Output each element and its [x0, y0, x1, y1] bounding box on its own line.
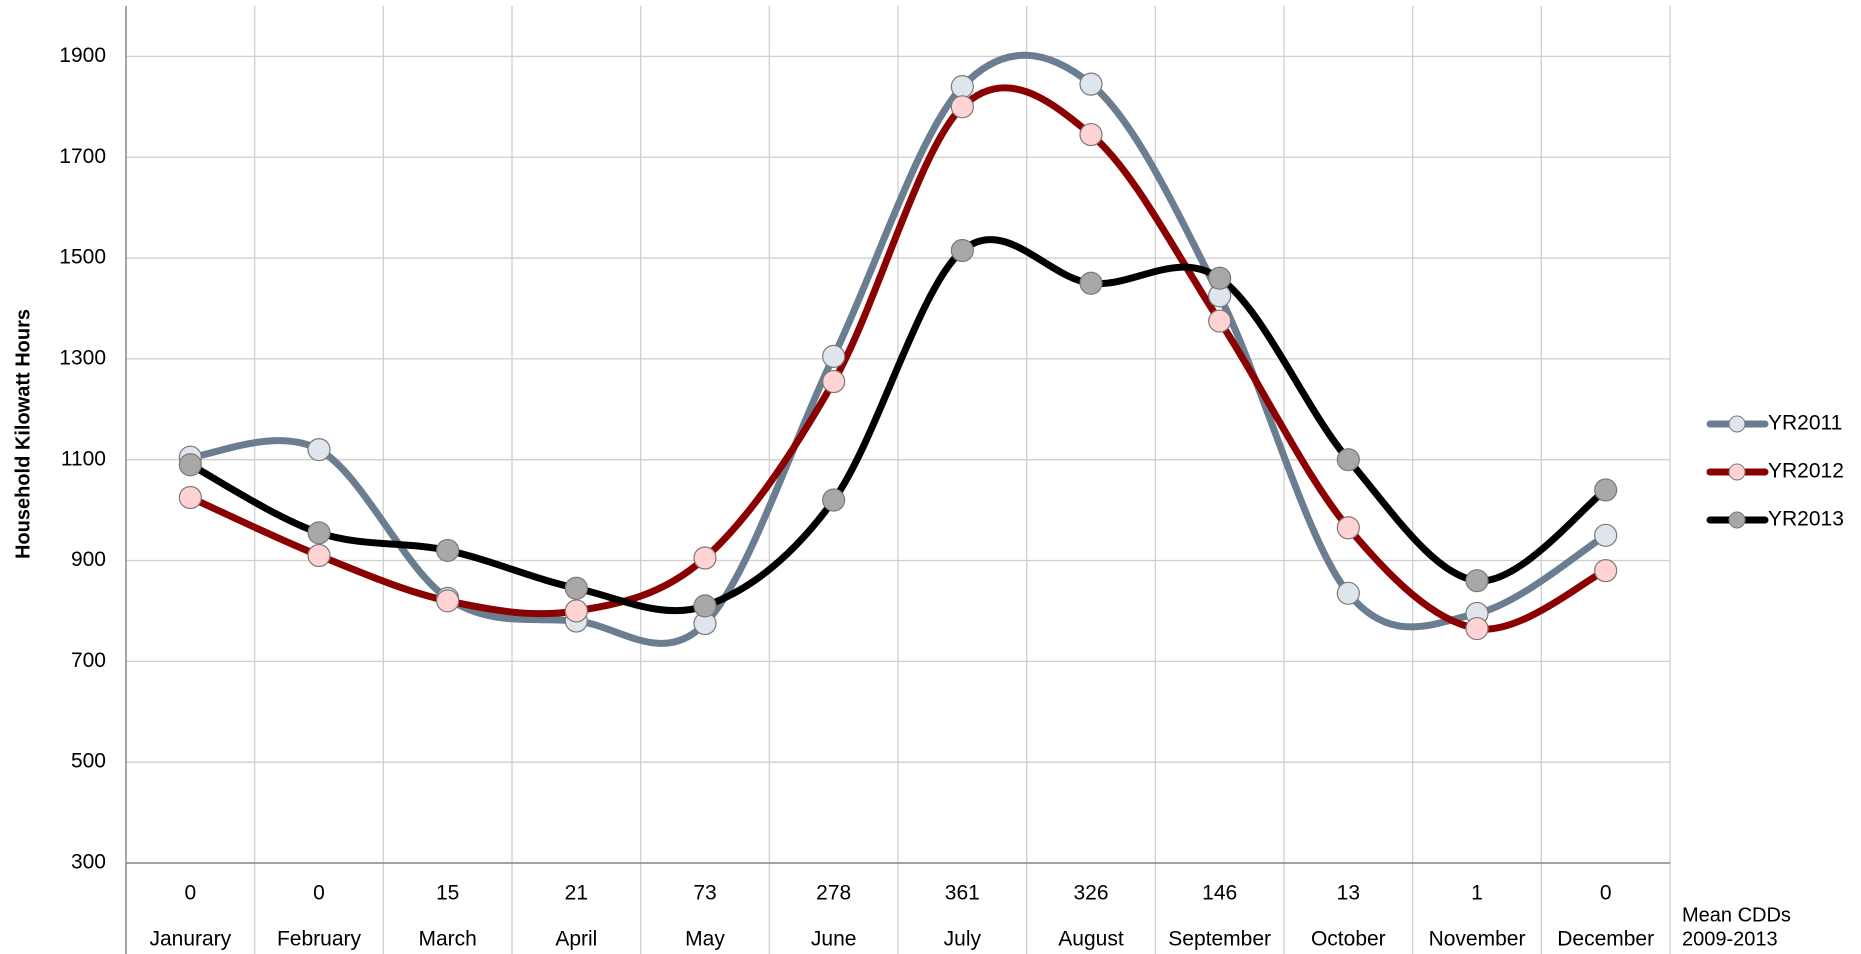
- data-point: [307, 521, 331, 545]
- cdd-value: 1: [1471, 882, 1483, 905]
- cdd-value: 0: [184, 882, 196, 905]
- y-tick-label: 500: [71, 750, 106, 773]
- x-tick-label: July: [944, 928, 982, 951]
- data-point: [1336, 581, 1360, 605]
- x-tick-label: September: [1168, 928, 1271, 951]
- data-point: [950, 238, 974, 263]
- cdd-label: Mean CDDs: [1682, 904, 1791, 926]
- data-point: [950, 95, 974, 119]
- data-point: [436, 538, 460, 563]
- cdd-value: 0: [313, 882, 325, 905]
- data-point: [950, 75, 974, 99]
- data-point: [1208, 309, 1232, 333]
- data-point: [307, 543, 331, 568]
- legend-marker: [1728, 463, 1746, 481]
- cdd-value: 278: [816, 882, 851, 905]
- x-tick-label: October: [1311, 928, 1386, 951]
- y-tick-label: 900: [71, 548, 106, 571]
- data-point: [1594, 523, 1618, 547]
- data-point: [1208, 266, 1232, 290]
- y-tick-label: 1900: [59, 44, 106, 67]
- cdd-value: 146: [1202, 882, 1237, 905]
- data-point: [1594, 559, 1618, 583]
- y-tick-label: 700: [71, 649, 106, 672]
- legend-label: YR2012: [1768, 460, 1844, 483]
- x-tick-label: November: [1429, 928, 1526, 951]
- y-tick-label: 1500: [59, 246, 106, 269]
- data-point: [1465, 616, 1489, 641]
- data-point: [564, 599, 588, 623]
- x-tick-label: March: [418, 928, 476, 951]
- cdd-value: 21: [565, 882, 588, 905]
- y-tick-label: 1100: [61, 447, 106, 470]
- x-tick-label: February: [277, 928, 362, 951]
- legend-marker: [1728, 511, 1746, 529]
- y-tick-label: 1700: [59, 145, 106, 168]
- data-point: [693, 594, 717, 618]
- legend-marker: [1728, 415, 1746, 433]
- data-point: [1594, 478, 1618, 502]
- data-point: [564, 576, 588, 600]
- y-tick-label: 1300: [59, 346, 106, 369]
- cdd-label: 2009-2013: [1682, 928, 1778, 950]
- data-point: [1336, 516, 1360, 540]
- data-point: [822, 488, 846, 512]
- legend-label: YR2013: [1768, 508, 1844, 531]
- data-point: [436, 589, 460, 613]
- cdd-value: 326: [1073, 882, 1108, 905]
- data-point: [307, 438, 331, 462]
- x-tick-label: April: [555, 928, 597, 951]
- x-tick-label: August: [1058, 928, 1124, 951]
- cdd-value: 361: [945, 882, 980, 905]
- x-tick-label: December: [1557, 928, 1654, 951]
- x-tick-label: June: [811, 928, 857, 951]
- data-point: [1079, 122, 1103, 147]
- data-point: [1079, 271, 1103, 295]
- cdd-value: 15: [436, 882, 459, 905]
- data-point: [693, 546, 717, 570]
- cdd-value: 73: [693, 882, 716, 905]
- data-point: [1079, 72, 1103, 96]
- cdd-value: 0: [1600, 882, 1612, 905]
- data-point: [1336, 448, 1360, 472]
- x-tick-label: Janurary: [149, 928, 231, 951]
- y-axis-title: Household Kilowatt Hours: [12, 309, 34, 559]
- data-point: [1465, 569, 1489, 593]
- data-point: [822, 344, 846, 368]
- y-tick-label: 300: [71, 851, 106, 874]
- cdd-value: 13: [1337, 882, 1360, 905]
- data-point: [178, 485, 202, 510]
- x-tick-label: May: [685, 928, 725, 951]
- data-point: [822, 369, 846, 394]
- data-point: [178, 453, 202, 477]
- legend-label: YR2011: [1768, 412, 1842, 435]
